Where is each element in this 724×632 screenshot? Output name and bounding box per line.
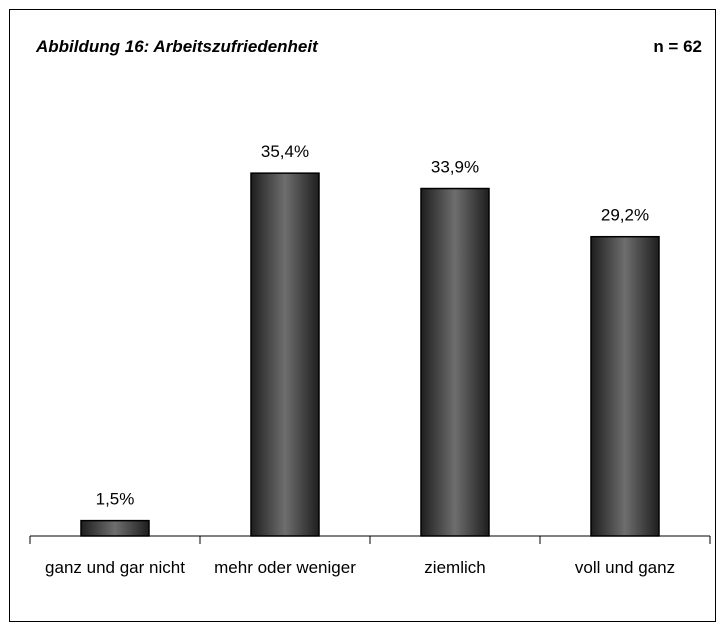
x-tick-label: mehr oder weniger: [214, 558, 356, 577]
value-label: 33,9%: [431, 158, 479, 177]
bar: [420, 187, 490, 537]
value-label: 29,2%: [601, 206, 649, 225]
value-label: 35,4%: [261, 142, 309, 161]
x-tick-label: voll und ganz: [574, 558, 676, 577]
bar: [250, 172, 320, 537]
x-tick-label: ziemlich: [424, 558, 486, 577]
x-tick-label: ganz und gar nicht: [45, 558, 185, 577]
bar: [590, 235, 660, 537]
sample-size: n = 62: [653, 37, 702, 56]
bar: [80, 519, 150, 537]
chart-title: Abbildung 16: Arbeitszufriedenheit: [35, 37, 319, 56]
value-label: 1,5%: [96, 490, 135, 509]
